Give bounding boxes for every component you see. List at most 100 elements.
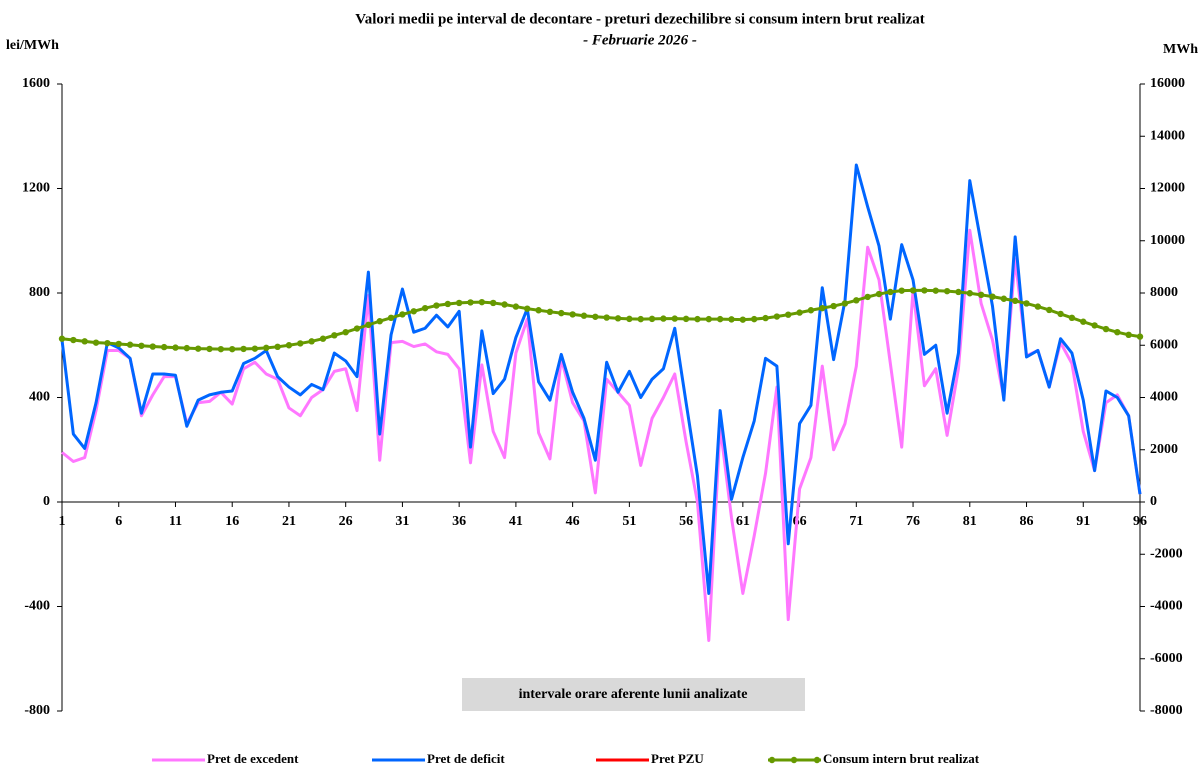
- x-tick-label: 41: [509, 514, 523, 529]
- series-marker: [444, 300, 452, 308]
- series-marker: [1068, 314, 1076, 322]
- series-marker: [1023, 300, 1030, 307]
- x-tick-label: 91: [1076, 514, 1090, 529]
- legend-label: Pret de deficit: [427, 751, 505, 766]
- series-marker: [81, 338, 88, 345]
- series-marker: [841, 300, 849, 307]
- series-marker: [603, 314, 610, 321]
- legend-marker: [790, 756, 798, 764]
- series-marker: [785, 311, 792, 318]
- x-tick-label: 16: [225, 514, 239, 529]
- series-marker: [1057, 310, 1064, 318]
- series-marker: [614, 315, 622, 322]
- y-tick-label: 0: [43, 494, 50, 509]
- series-marker: [263, 344, 270, 352]
- y2-axis-label: MWh: [1163, 42, 1198, 57]
- series-marker: [580, 312, 588, 319]
- y2-tick-label: -8000: [1150, 703, 1183, 718]
- series-marker: [796, 309, 803, 316]
- y-tick-label: 800: [29, 285, 50, 300]
- series-marker: [183, 344, 191, 352]
- series-marker: [274, 343, 281, 351]
- series-marker: [1091, 322, 1098, 329]
- series-marker: [308, 338, 315, 345]
- series-marker: [319, 335, 327, 342]
- series-marker: [1125, 331, 1132, 338]
- series-marker: [172, 344, 179, 351]
- series-marker: [342, 328, 349, 336]
- y-tick-label: 1200: [22, 181, 50, 196]
- series-marker: [546, 308, 554, 316]
- series-marker: [955, 288, 962, 296]
- x-tick-label: 56: [679, 514, 693, 529]
- series-marker: [149, 343, 156, 350]
- x-tick-label: 46: [566, 514, 580, 529]
- series-marker: [909, 287, 917, 294]
- x-tick-label: 96: [1133, 514, 1147, 529]
- series-marker: [160, 343, 168, 351]
- series-marker: [648, 315, 656, 323]
- series-marker: [1080, 318, 1087, 325]
- series-marker: [206, 345, 213, 353]
- series-marker: [229, 345, 236, 353]
- series-marker: [490, 299, 497, 307]
- series-marker: [830, 302, 837, 310]
- series-marker: [433, 302, 440, 309]
- series-marker: [637, 315, 644, 323]
- series-marker: [70, 336, 77, 344]
- series-marker: [728, 316, 735, 323]
- series-marker: [875, 290, 883, 298]
- x-tick-label: 66: [793, 514, 807, 529]
- series-marker: [864, 293, 871, 301]
- series-marker: [739, 316, 747, 323]
- series-marker: [705, 315, 712, 323]
- series-marker: [331, 332, 338, 339]
- series-marker: [682, 315, 690, 323]
- y2-tick-label: 12000: [1150, 181, 1185, 196]
- series-marker: [569, 311, 576, 318]
- series-marker: [421, 304, 429, 312]
- legend-label: Pret de excedent: [207, 751, 299, 766]
- x-tick-label: 6: [115, 514, 122, 529]
- series-marker: [285, 342, 293, 349]
- series-marker: [217, 345, 225, 353]
- x-tick-label: 21: [282, 514, 296, 529]
- series-marker: [1046, 306, 1053, 314]
- series-marker: [977, 291, 985, 299]
- series-marker: [115, 340, 122, 348]
- series-marker: [251, 345, 259, 352]
- x-tick-label: 31: [395, 514, 409, 529]
- series-marker: [399, 311, 406, 318]
- series-marker: [1011, 297, 1019, 305]
- series-marker: [104, 339, 111, 347]
- series-marker: [750, 315, 758, 323]
- series-marker: [671, 315, 678, 322]
- y2-tick-label: 0: [1150, 494, 1157, 509]
- series-line: [60, 163, 1142, 595]
- y2-tick-label: 8000: [1150, 285, 1178, 300]
- y-tick-label: -400: [24, 599, 50, 614]
- series-marker: [887, 288, 894, 296]
- series-marker: [376, 318, 383, 325]
- series-marker: [660, 315, 667, 322]
- series-marker: [194, 345, 202, 352]
- series-marker: [126, 341, 134, 348]
- annotation-box: [462, 678, 805, 711]
- series-marker: [512, 303, 520, 310]
- y2-tick-label: -6000: [1150, 651, 1183, 666]
- x-tick-label: 71: [849, 514, 863, 529]
- y2-tick-label: 2000: [1150, 442, 1178, 457]
- x-tick-label: 1: [59, 514, 66, 529]
- series-marker: [626, 315, 633, 323]
- series-marker: [1102, 325, 1110, 333]
- chart-title: Valori medii pe interval de decontare - …: [355, 11, 925, 27]
- x-tick-label: 76: [906, 514, 920, 529]
- legend-label: Consum intern brut realizat: [823, 751, 980, 766]
- series-marker: [92, 339, 100, 346]
- series-line: [61, 288, 1141, 351]
- series-marker: [921, 287, 928, 294]
- chart-subtitle: - Februarie 2026 -: [583, 32, 697, 48]
- series-marker: [592, 313, 599, 320]
- series-marker: [853, 297, 860, 304]
